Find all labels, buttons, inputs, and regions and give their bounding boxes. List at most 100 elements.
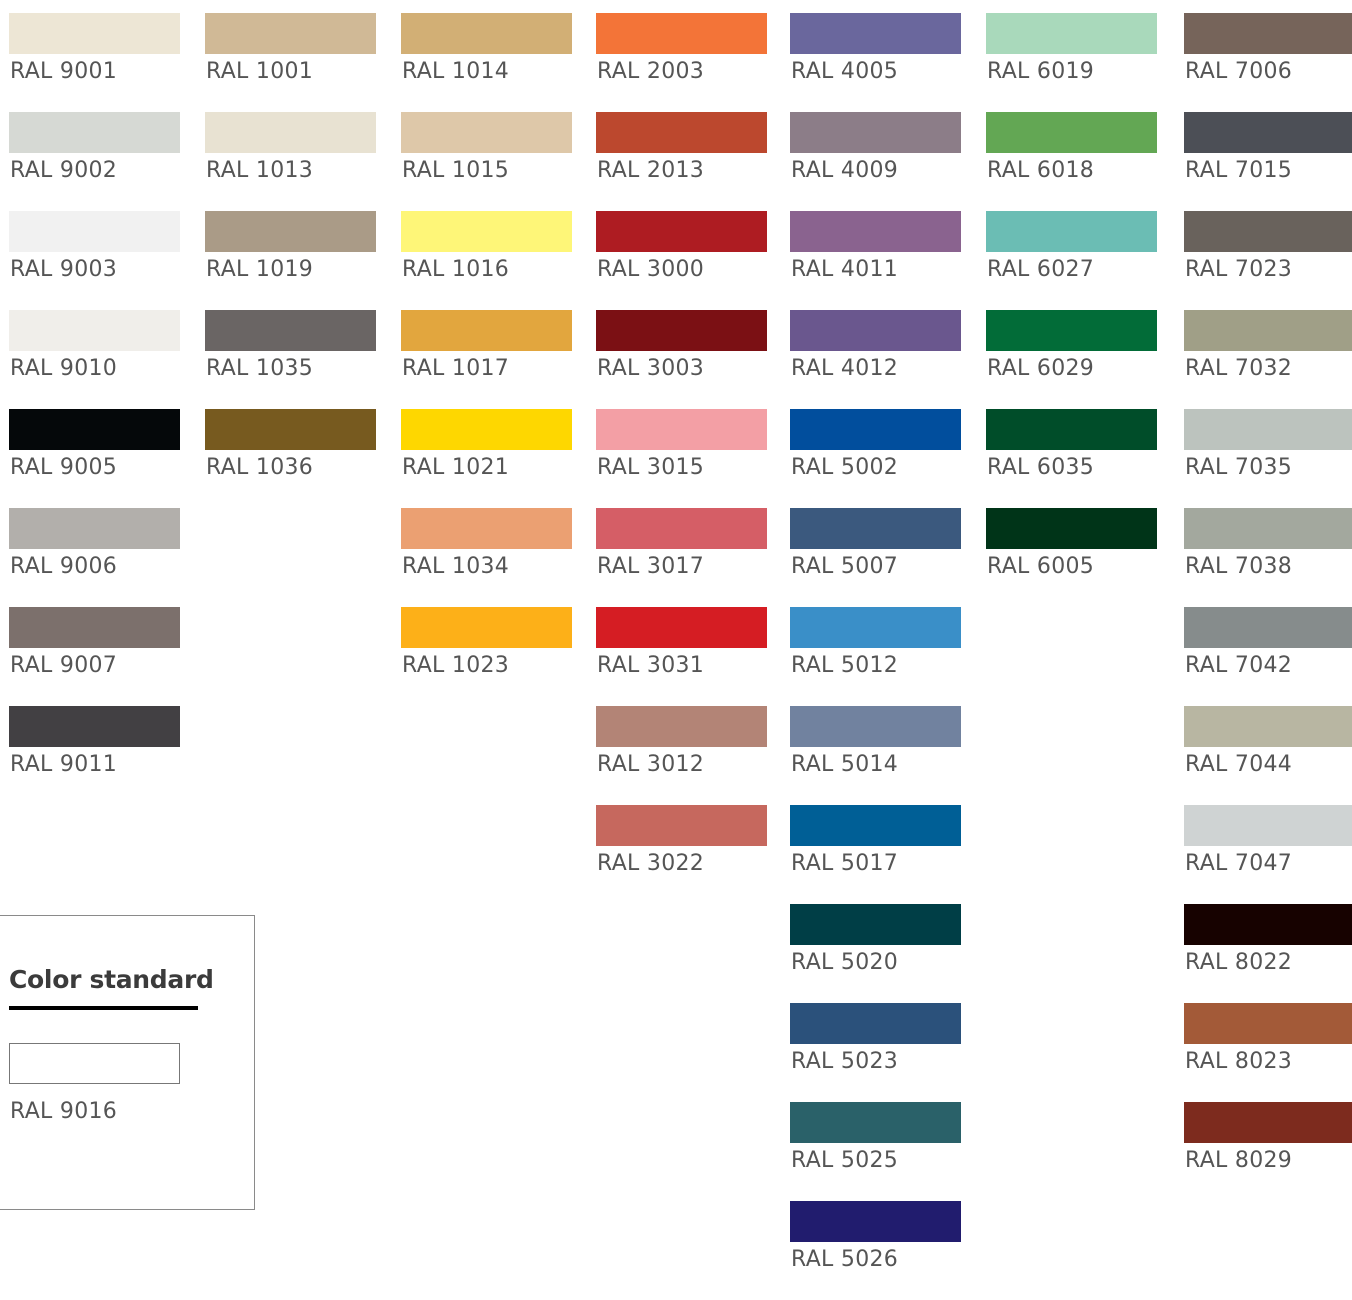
color-swatch: RAL 2013 [596,112,767,211]
color-swatch: RAL 3031 [596,607,767,706]
color-swatch: RAL 5025 [790,1102,961,1201]
color-label-ral-1013: RAL 1013 [206,158,314,183]
color-label-ral-6027: RAL 6027 [987,257,1095,282]
color-chip-ral-7047 [1184,805,1352,846]
color-label-ral-6018: RAL 6018 [987,158,1095,183]
color-label-ral-6035: RAL 6035 [987,455,1095,480]
color-swatch: RAL 3015 [596,409,767,508]
title-underline [9,1006,198,1010]
color-swatch: RAL 7006 [1184,13,1352,112]
color-label-ral-3031: RAL 3031 [597,653,705,678]
color-label-ral-9001: RAL 9001 [10,59,118,84]
color-label-ral-5023: RAL 5023 [791,1049,899,1074]
color-label-ral-5007: RAL 5007 [791,554,899,579]
color-chip-ral-1016 [401,211,572,252]
color-label-ral-7015: RAL 7015 [1185,158,1293,183]
color-label-ral-5017: RAL 5017 [791,851,899,876]
color-swatch: RAL 5014 [790,706,961,805]
color-swatch: RAL 2003 [596,13,767,112]
color-swatch: RAL 1017 [401,310,572,409]
color-chip-ral-9002 [9,112,180,153]
color-chip-ral-5020 [790,904,961,945]
color-column: RAL 1001 RAL 1013 RAL 1019 RAL 1035 RAL 1036 [205,13,376,508]
color-chip-ral-1014 [401,13,572,54]
color-swatch: RAL 6027 [986,211,1157,310]
color-chip-ral-1035 [205,310,376,351]
color-swatch: RAL 7044 [1184,706,1352,805]
color-swatch: RAL 3022 [596,805,767,904]
color-chip-ral-9001 [9,13,180,54]
color-chip-ral-3022 [596,805,767,846]
color-chip-ral-7032 [1184,310,1352,351]
color-label-ral-8029: RAL 8029 [1185,1148,1293,1173]
color-swatch: RAL 3000 [596,211,767,310]
color-chip-ral-9010 [9,310,180,351]
color-column: RAL 4005 RAL 4009 RAL 4011 RAL 4012 RAL 5002… [790,13,961,1300]
color-swatch: RAL 8022 [1184,904,1352,1003]
color-swatch: RAL 8029 [1184,1102,1352,1201]
color-swatch: RAL 9001 [9,13,180,112]
color-swatch: RAL 7035 [1184,409,1352,508]
color-chip-ral-1023 [401,607,572,648]
color-label-ral-3003: RAL 3003 [597,356,705,381]
color-label-ral-9016: RAL 9016 [10,1099,118,1124]
color-swatch: RAL 3017 [596,508,767,607]
color-label-ral-9002: RAL 9002 [10,158,118,183]
color-label-ral-5014: RAL 5014 [791,752,899,777]
color-label-ral-7023: RAL 7023 [1185,257,1293,282]
color-chip-ral-1036 [205,409,376,450]
color-label-ral-1034: RAL 1034 [402,554,510,579]
color-chip-ral-9011 [9,706,180,747]
color-swatch: RAL 7038 [1184,508,1352,607]
color-label-ral-4009: RAL 4009 [791,158,899,183]
color-swatch: RAL 1036 [205,409,376,508]
color-swatch: RAL 8023 [1184,1003,1352,1102]
color-chip-ral-6027 [986,211,1157,252]
color-label-ral-4012: RAL 4012 [791,356,899,381]
color-label-ral-1023: RAL 1023 [402,653,510,678]
color-label-ral-7044: RAL 7044 [1185,752,1293,777]
color-swatch: RAL 9006 [9,508,180,607]
color-chip-ral-7023 [1184,211,1352,252]
color-chip-ral-7042 [1184,607,1352,648]
color-swatch: RAL 5020 [790,904,961,1003]
color-chip-ral-6035 [986,409,1157,450]
color-chip-ral-6019 [986,13,1157,54]
color-label-ral-7047: RAL 7047 [1185,851,1293,876]
color-label-ral-8023: RAL 8023 [1185,1049,1293,1074]
color-chip-ral-5007 [790,508,961,549]
color-label-ral-9010: RAL 9010 [10,356,118,381]
color-label-ral-3012: RAL 3012 [597,752,705,777]
color-label-ral-5020: RAL 5020 [791,950,899,975]
color-swatch: RAL 1019 [205,211,376,310]
color-swatch: RAL 4009 [790,112,961,211]
color-chip-ral-7015 [1184,112,1352,153]
color-swatch: RAL 9010 [9,310,180,409]
color-swatch: RAL 5002 [790,409,961,508]
color-label-ral-9007: RAL 9007 [10,653,118,678]
color-label-ral-4005: RAL 4005 [791,59,899,84]
color-swatch: RAL 6019 [986,13,1157,112]
color-swatch: RAL 7032 [1184,310,1352,409]
color-swatch: RAL 7047 [1184,805,1352,904]
color-chip-ral-6018 [986,112,1157,153]
color-chip-ral-5014 [790,706,961,747]
color-swatch: RAL 4005 [790,13,961,112]
color-chip-ral-5017 [790,805,961,846]
color-label-ral-1019: RAL 1019 [206,257,314,282]
color-swatch: RAL 9002 [9,112,180,211]
color-swatch: RAL 4011 [790,211,961,310]
color-swatch: RAL 6035 [986,409,1157,508]
color-label-ral-4011: RAL 4011 [791,257,899,282]
color-chip-ral-5023 [790,1003,961,1044]
color-swatch: RAL 9007 [9,607,180,706]
color-swatch: RAL 1001 [205,13,376,112]
color-chip-ral-1019 [205,211,376,252]
color-chip-ral-8022 [1184,904,1352,945]
color-swatch: RAL 9011 [9,706,180,805]
color-label-ral-5025: RAL 5025 [791,1148,899,1173]
color-label-ral-5012: RAL 5012 [791,653,899,678]
color-chip-ral-3003 [596,310,767,351]
color-chip-ral-1034 [401,508,572,549]
color-swatch: RAL 7023 [1184,211,1352,310]
